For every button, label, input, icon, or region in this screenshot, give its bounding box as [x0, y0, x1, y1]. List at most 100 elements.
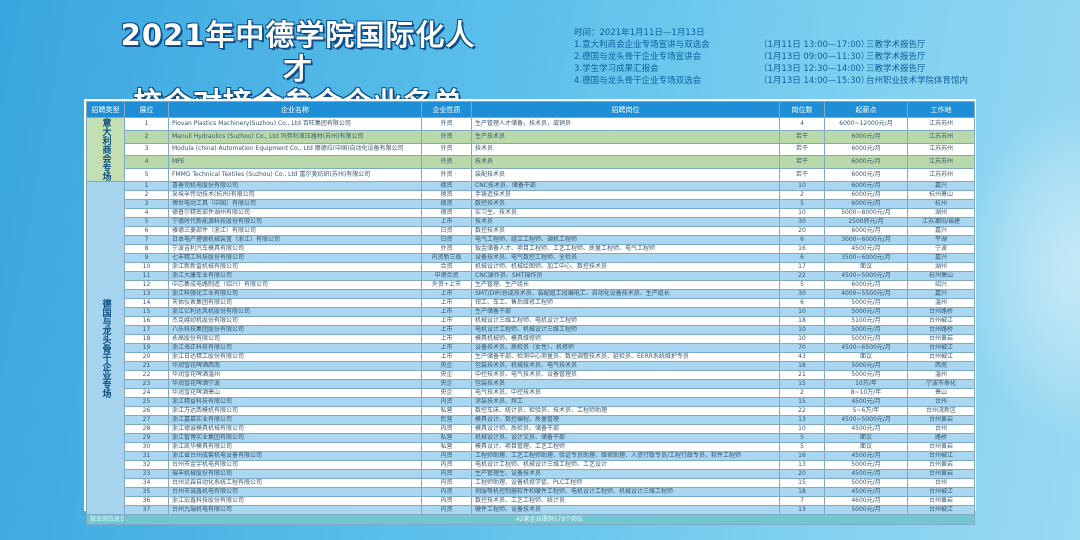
starting-salary: 4000~5500元/月 — [824, 289, 908, 299]
booth-number: 2 — [124, 129, 169, 144]
company-nature: 德资 — [421, 190, 472, 200]
positions: 电机设计工程师、机械设计三维工程师、工艺设计 — [471, 460, 780, 470]
company-name: 浙江科强化工业有限公司 — [168, 289, 422, 299]
event-item: 3.学生学习成果汇报会 （1月13日 12:30—14:00） 三教学术报告厅 — [574, 63, 968, 75]
company-name: 天佑仪表集团有限公司 — [168, 298, 422, 308]
positions: 工程师助理、工艺工程师助理、验证专员助理、维修助理、人资行政专员/工程行政专员、… — [471, 451, 780, 461]
company-name: 浙江万达西模机有限公司 — [168, 406, 422, 416]
booth-number: 5 — [124, 168, 169, 182]
work-location: 台州黄岩 — [907, 496, 975, 506]
positions: 生产储备干部 — [471, 307, 780, 317]
positions: 中控技术员、电气技术员、设备管理员 — [471, 370, 780, 380]
background-decoration — [960, 100, 1080, 440]
starting-salary: 5000元/月 — [824, 460, 908, 470]
table-row: 28 浙江德诚模具机械有限公司 内资 模具设计师、质检员、储备干部 10 4500元/月台… — [87, 424, 975, 434]
event-time: （1月11日 13:00—17:00） — [759, 40, 870, 50]
table-row: 2 Manuli Hydraulics (Suzhou) Co., Ltd 玛努利… — [87, 129, 975, 144]
company-name: 瑞丰机械股份有限公司 — [168, 469, 422, 479]
table-row: 9 七丰精工科技股份有限公司 内资新三板 设备技术员、电气数控工程师、全检员 6 3500… — [87, 253, 975, 263]
position-count: 6 — [779, 298, 825, 308]
work-location: 台州路桥 — [907, 307, 975, 317]
position-count: 30 — [779, 289, 825, 299]
company-name: 永高股份有限公司 — [168, 334, 422, 344]
footer-total: 42家企业提供578个岗位 — [124, 514, 975, 525]
booth-number: 20 — [124, 352, 169, 362]
work-location: 台州黄岩 — [907, 460, 975, 470]
company-nature: 内资 — [421, 451, 472, 461]
company-name: 七丰精工科技股份有限公司 — [168, 253, 422, 263]
position-count: 若干 — [779, 168, 825, 182]
positions: 模具机械师、模具维修师 — [471, 334, 780, 344]
table-row: 32 台州市金宇机电有限公司 内资 电机设计工程师、机械设计三维工程师、工艺设计 13 5… — [87, 460, 975, 470]
recruitment-type: 意大利商会专场 — [86, 117, 125, 182]
booth-number: 23 — [124, 379, 169, 389]
company-name: 日本电产理德机械装置（浙江）有限公司 — [168, 235, 422, 245]
positions: 生产技术员 — [471, 129, 780, 144]
company-nature: 上市 — [421, 343, 472, 353]
position-count: 10 — [779, 208, 825, 218]
booth-number: 1 — [124, 117, 169, 131]
work-location: 台州 — [907, 424, 975, 434]
booth-number: 3 — [124, 199, 169, 209]
position-count: 22 — [779, 406, 825, 416]
position-count: 16 — [779, 451, 825, 461]
work-location: 台州湾新区 — [907, 406, 975, 416]
company-nature: 上市 — [421, 352, 472, 362]
company-name: 浙江凯华模具有限公司 — [168, 442, 422, 452]
event-time: （1月13日 14:00—15:30） — [759, 76, 870, 86]
work-location: 嘉兴 — [907, 226, 975, 236]
work-location: 萧山 — [907, 388, 975, 398]
work-location: 嘉兴 — [907, 181, 975, 191]
company-nature: 私营 — [421, 442, 472, 452]
table-row: 6 雅德三菱部件（浙江）有限公司 日资 数控技术员 20 6000元/月 嘉兴 — [87, 226, 975, 236]
position-count: 18 — [779, 487, 825, 497]
position-count: 5 — [779, 199, 825, 209]
column-header: 企业性质 — [421, 101, 472, 118]
table-row: 31 浙江省台州成套机电设备有限公司 内资 工程师助理、工艺工程师助理、验证专员助理、… — [87, 451, 975, 461]
starting-salary: 4500元/月 — [824, 469, 908, 479]
work-location: 江苏苏州 — [907, 155, 975, 170]
position-count: 5 — [779, 442, 825, 452]
positions: 技术员 — [471, 217, 780, 227]
booth-number: 29 — [124, 433, 169, 443]
company-nature: 私营 — [421, 433, 472, 443]
position-count: 22 — [779, 271, 825, 281]
company-name: MPE — [168, 155, 422, 170]
starting-salary: 6000元/月 — [824, 142, 908, 157]
company-nature: 外资 — [421, 142, 472, 157]
positions: 数控技术员、工艺工程师、统计员 — [471, 496, 780, 506]
positions: 生产管理、生产组长 — [471, 280, 780, 290]
table-row: 4 德普尔精密部件湖州有限公司 德资 实习生、技术员 10 5000~8000元/月 湖州 — [87, 208, 975, 218]
event-place: 三教学术报告厅 — [866, 64, 926, 74]
company-nature: 内资 — [421, 496, 472, 506]
work-location: 宁波市奉化 — [907, 379, 975, 389]
column-header: 起薪点 — [824, 101, 908, 118]
positions: 设备技术员、电气数控工程师、全检员 — [471, 253, 780, 263]
position-count: 10 — [779, 325, 825, 335]
starting-salary: 5000元/月 — [824, 307, 908, 317]
table-row: 德国与龙头骨干企业专场 1 喜善司机电股份有限公司 德资 CNC技术员、储备干部 10 60… — [86, 181, 975, 515]
company-nature: 外资 — [421, 117, 472, 131]
company-nature: 上市 — [421, 334, 472, 344]
company-name: 台州市金宇机电有限公司 — [168, 460, 422, 470]
positions: 生产管理人才储备，技术员，或销员 — [471, 117, 780, 131]
company-nature: 内资新三板 — [421, 253, 472, 263]
company-nature: 德资 — [421, 181, 472, 191]
booth-number: 3 — [124, 142, 169, 157]
work-location: 江苏苏州 — [907, 129, 975, 144]
position-count: 43 — [779, 352, 825, 362]
table-row: 10 浙江新新雷机械有限公司 合资 机械设计师、机械绘图师、加工中心、数控技术员 17 面… — [87, 262, 975, 272]
starting-salary: 面议 — [824, 352, 908, 362]
booth-number: 16 — [124, 316, 169, 326]
position-count: 13 — [779, 505, 825, 515]
starting-salary: 6000元/月 — [824, 226, 908, 236]
table-row: 35 台州市诚鑫机电有限公司 内资 伺服等机控制器软件和硬件工程师、电机设计工程师、机… — [87, 487, 975, 497]
company-nature: 内资 — [421, 460, 472, 470]
column-header: 招聘岗位 — [471, 101, 780, 118]
table-row: 12 中芯集成电路制造（绍兴）有限公司 外资+上市 生产管理、生产组长 5 6000元/月… — [87, 280, 975, 290]
event-schedule: 时间：2021年1月11日—1月13日 1.意大利商会企业专场宣讲与双选会 （1月… — [574, 27, 968, 87]
positions: 模具设计、项目管理、工艺工程师 — [471, 442, 780, 452]
company-name: 华润雪花啤酒宁波 — [168, 379, 422, 389]
company-name: FMMG Technical Textiles (Suzhou) Co., Lt… — [168, 168, 422, 182]
event-place: 台州职业技术学院体育馆内 — [866, 76, 969, 86]
